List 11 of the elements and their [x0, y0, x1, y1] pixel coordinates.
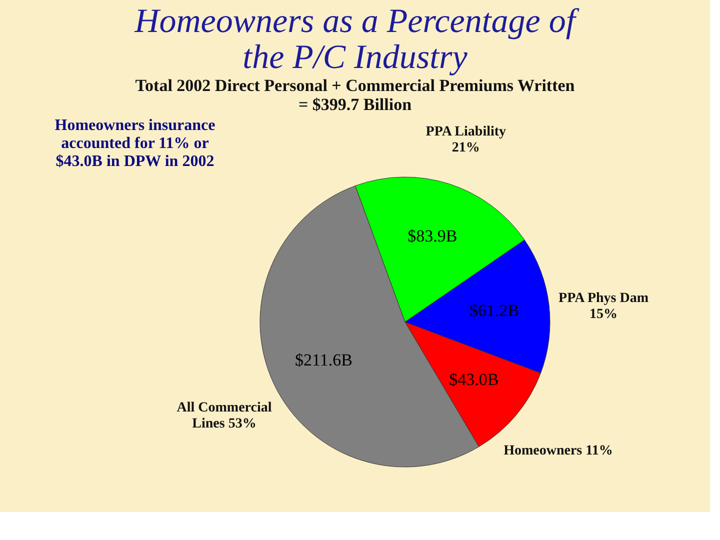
text: Homeowners insurance accounted for 11% or $43.0B in DPW in 2002	[54, 117, 216, 170]
chart-title: Homeowners as a Percentage of the P/C Industry	[134, 3, 580, 76]
data-label: $43.0B	[449, 370, 499, 389]
data-label: $83.9B	[408, 226, 458, 246]
data-label: $211.6B	[295, 350, 352, 370]
slice-label: All Commercial Lines 53%	[176, 400, 272, 432]
slice-label: PPA Phys Dam 15%	[558, 290, 649, 322]
data-label: $61.2B	[469, 301, 520, 320]
chart-subtitle: Total 2002 Direct Personal + Commercial Premiums Written = $399.7 Billion	[135, 76, 576, 114]
slice-label: Homeowners 11%	[504, 444, 613, 459]
slice-label: PPA Liability 21%	[426, 124, 506, 156]
